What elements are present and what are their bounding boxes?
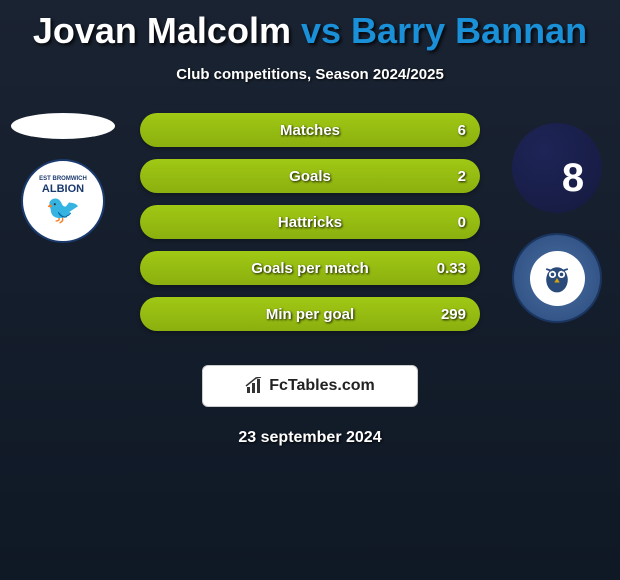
stat-right-value: 2 xyxy=(458,168,466,185)
vs-text: vs xyxy=(301,10,341,51)
stat-bar-goals-per-match: Goals per match 0.33 xyxy=(140,251,480,285)
stat-bar-matches: Matches 6 xyxy=(140,113,480,147)
stat-label: Goals per match xyxy=(140,260,480,277)
stat-right-value: 6 xyxy=(458,122,466,139)
comparison-title: Jovan Malcolm vs Barry Bannan xyxy=(0,0,620,52)
brand-box[interactable]: FcTables.com xyxy=(202,365,418,407)
stat-label: Hattricks xyxy=(140,214,480,231)
stat-bar-hattricks: Hattricks 0 xyxy=(140,205,480,239)
brand-text: FcTables.com xyxy=(269,377,375,395)
stat-label: Goals xyxy=(140,168,480,185)
thrush-icon: 🐦 xyxy=(39,195,87,226)
comparison-body: EST BROMWICH ALBION 🐦 Matches 6 Goals 2 … xyxy=(0,113,620,353)
player2-club-badge xyxy=(512,233,602,323)
shirt-number: 8 xyxy=(562,156,584,201)
player2-photo: 8 xyxy=(512,123,602,213)
player2-column: 8 xyxy=(502,113,612,323)
stat-right-value: 0.33 xyxy=(437,260,466,277)
wba-badge-text: EST BROMWICH ALBION 🐦 xyxy=(39,176,87,225)
owl-icon xyxy=(539,260,575,296)
stat-label: Matches xyxy=(140,122,480,139)
stat-bar-min-per-goal: Min per goal 299 xyxy=(140,297,480,331)
stat-bar-goals: Goals 2 xyxy=(140,159,480,193)
player1-club-badge: EST BROMWICH ALBION 🐦 xyxy=(21,159,105,243)
player1-name: Jovan Malcolm xyxy=(33,10,291,51)
player2-name: Barry Bannan xyxy=(351,10,587,51)
chart-icon xyxy=(245,377,265,395)
footer-date: 23 september 2024 xyxy=(0,429,620,447)
stat-bars: Matches 6 Goals 2 Hattricks 0 Goals per … xyxy=(140,113,480,343)
subtitle: Club competitions, Season 2024/2025 xyxy=(0,66,620,83)
stat-right-value: 0 xyxy=(458,214,466,231)
stat-right-value: 299 xyxy=(441,306,466,323)
stat-label: Min per goal xyxy=(140,306,480,323)
player1-column: EST BROMWICH ALBION 🐦 xyxy=(8,113,118,243)
swfc-badge-inner xyxy=(530,251,585,306)
player1-photo xyxy=(11,113,115,139)
